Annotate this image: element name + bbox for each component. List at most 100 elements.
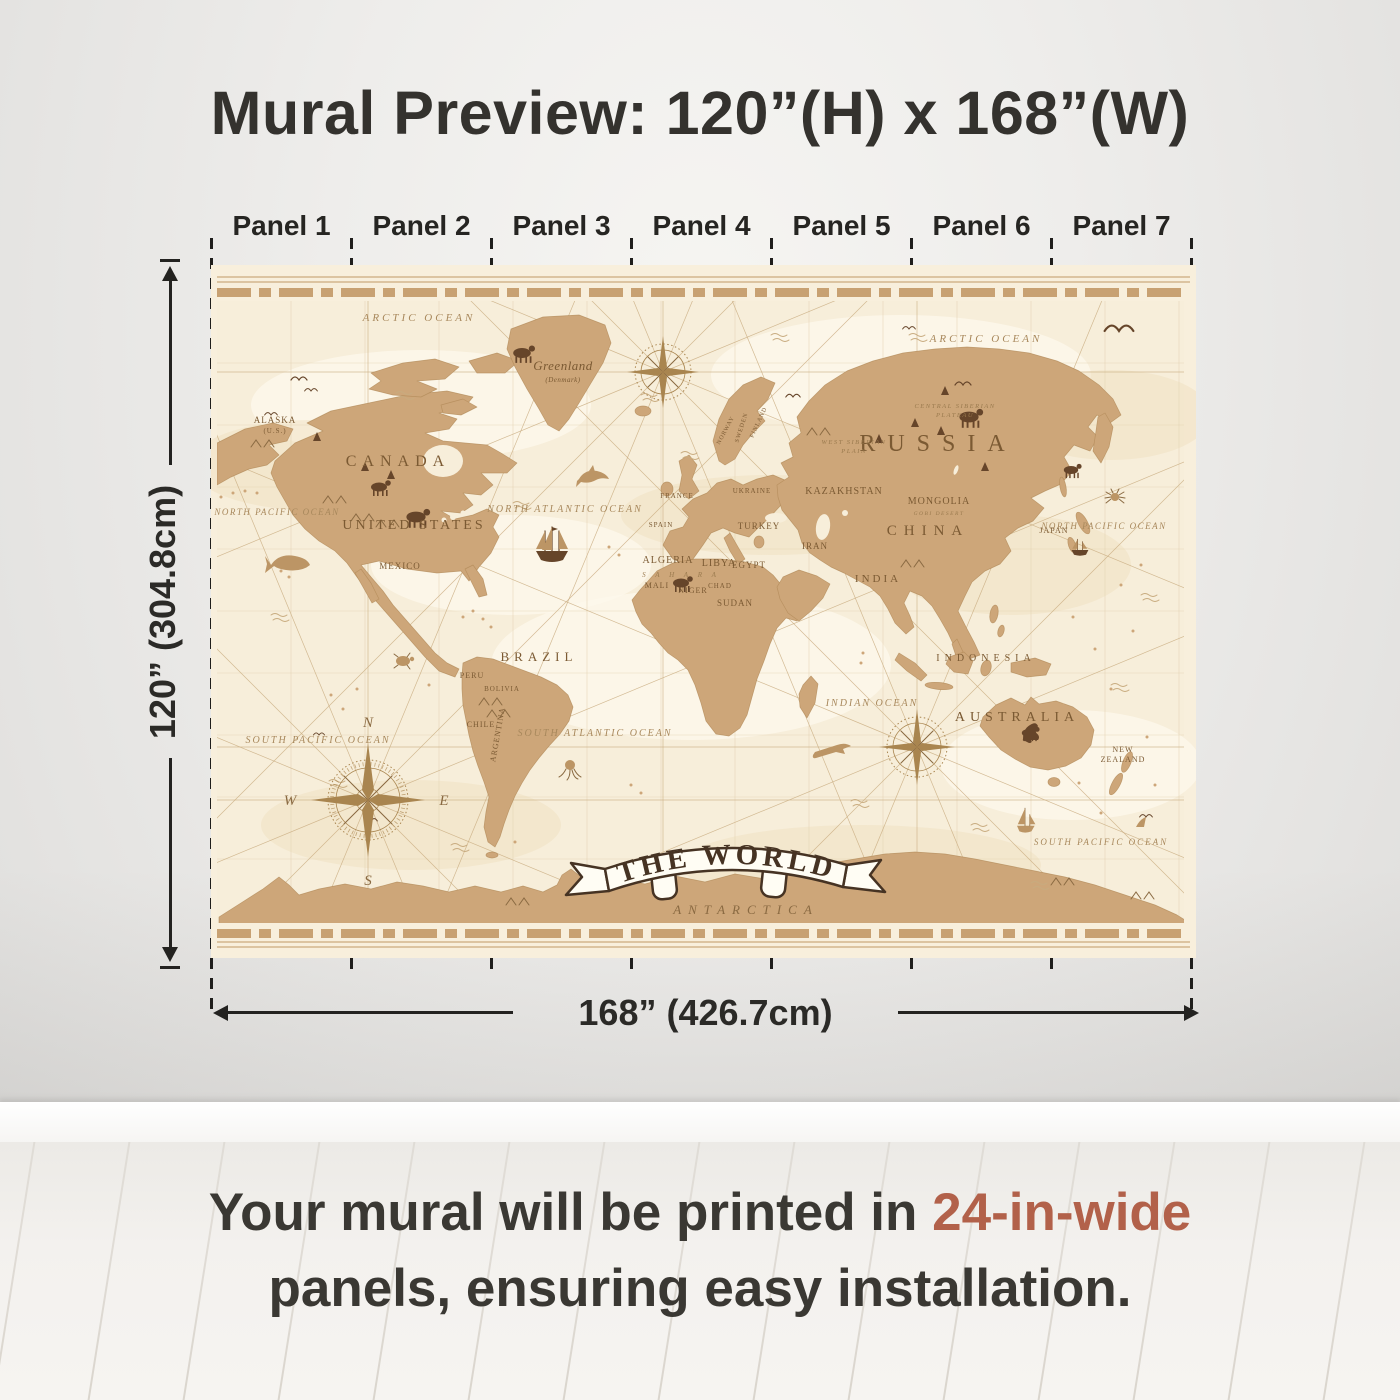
new-zealand <box>1121 751 1133 773</box>
sulawesi <box>980 659 992 677</box>
great-lakes <box>441 517 447 523</box>
south-america <box>461 656 574 848</box>
map-label: NORTH PACIFIC OCEAN <box>213 507 339 517</box>
map-label: W <box>284 793 298 809</box>
australia <box>979 696 1095 771</box>
java <box>924 681 954 691</box>
dim-line-upper <box>168 280 172 465</box>
africa <box>631 558 806 737</box>
arrow-down-icon <box>162 947 178 962</box>
great-lakes <box>460 510 466 516</box>
map-label: UNITED STATES <box>342 518 485 533</box>
continents <box>217 314 1184 923</box>
map-label: INDIA <box>855 573 901 585</box>
map-label: GOBI DESERT <box>914 511 965 517</box>
japan <box>1075 511 1091 535</box>
map-label: ANTARCTICA <box>672 902 819 917</box>
baja <box>354 568 380 604</box>
panel-label: Panel 2 <box>372 210 471 241</box>
new-guinea <box>1010 657 1052 678</box>
new-zealand <box>1109 772 1123 796</box>
antarctica <box>218 851 1184 923</box>
baseboard <box>0 1102 1400 1142</box>
map-label: ARCTIC OCEAN <box>362 312 476 324</box>
footer-line-1: Your mural will be printed in 24-in-wide <box>0 1182 1400 1243</box>
map-label: SOUTH PACIFIC OCEAN <box>1034 837 1168 847</box>
kamchatka <box>1092 412 1114 464</box>
map-label: Greenland <box>533 358 593 373</box>
map-label: ARCTIC OCEAN <box>929 333 1043 345</box>
florida <box>464 564 488 598</box>
arctic-islands <box>468 352 520 374</box>
asia <box>776 346 1122 660</box>
dim-cap-top <box>160 259 180 262</box>
map-label: MONGOLIA <box>908 496 970 507</box>
map-label: CENTRAL SIBERIAN <box>914 403 995 410</box>
map-label: AUSTRALIA <box>955 710 1079 725</box>
arctic-islands <box>440 398 478 416</box>
arctic-islands <box>368 358 460 398</box>
map-label: E <box>438 793 448 809</box>
tierra-del-fuego <box>485 851 499 859</box>
map-label: NORTH ATLANTIC OCEAN <box>486 504 643 515</box>
scandinavia <box>712 376 776 466</box>
black-sea <box>765 513 787 523</box>
map-label: NEW <box>1112 745 1133 754</box>
map-labels: ARCTIC OCEAN ARCTIC OCEAN NORTH PACIFIC OC… <box>213 312 1168 917</box>
map-label: CHILE <box>467 720 496 729</box>
dim-cap-bottom <box>160 966 180 969</box>
map-label: S A H A R A <box>642 571 720 579</box>
map-decorations <box>250 324 1160 906</box>
sumatra <box>894 652 928 682</box>
map-label: CHAD <box>708 582 732 590</box>
arrow-up-icon <box>162 266 178 281</box>
footer-line-2: panels, ensuring easy installation. <box>268 1259 1132 1318</box>
compass-rose-north <box>627 336 699 408</box>
map-label: (Denmark) <box>545 376 580 384</box>
map-label: FRANCE <box>660 492 694 500</box>
footer-text: Your mural will be printed in <box>208 1183 933 1242</box>
map-label: JAPAN <box>1039 526 1068 535</box>
map-label: MEXICO <box>379 561 421 571</box>
map-label: PERU <box>460 671 484 680</box>
panel-label: Panel 5 <box>792 210 891 241</box>
map-label: WEST SIBERIAN <box>821 439 886 446</box>
aral-sea <box>842 510 848 516</box>
caspian-sea <box>815 514 831 540</box>
europe <box>662 474 793 564</box>
map-label: (U.S.) <box>263 427 286 435</box>
madagascar <box>798 675 819 719</box>
map-label: NORTH PACIFIC OCEAN <box>1040 521 1166 531</box>
lake-baikal <box>953 465 959 475</box>
great-lakes <box>450 514 456 520</box>
map-label: SOUTH ATLANTIC OCEAN <box>517 728 672 739</box>
page-title: Mural Preview: 120”(H) x 168”(W) <box>210 79 1190 147</box>
ireland <box>660 481 674 497</box>
map-label: INDONESIA <box>936 653 1035 664</box>
map-label: BRAZIL <box>501 649 578 664</box>
greece <box>753 535 765 549</box>
greenland <box>506 314 612 432</box>
map-label: BOLIVIA <box>484 685 520 693</box>
map-label: CANADA <box>346 453 450 470</box>
sakhalin <box>1059 476 1067 498</box>
philippines <box>997 624 1005 638</box>
map-label: TURKEY <box>738 521 781 531</box>
footer-accent-text: 24-in-wide <box>932 1183 1192 1242</box>
height-dimension-label: 120” (304.8cm) <box>142 484 183 740</box>
dim-line-right <box>898 1011 1184 1014</box>
borneo <box>945 651 974 675</box>
map-label: EGYPT <box>732 560 766 570</box>
checkered-border <box>217 288 1181 938</box>
arrow-left-icon <box>213 1005 228 1021</box>
map-label: KAZAKHSTAN <box>805 486 883 497</box>
map-label: SUDAN <box>717 598 753 608</box>
iceland <box>634 405 652 417</box>
arrow-right-icon <box>1184 1005 1199 1021</box>
map-label: N <box>362 715 374 731</box>
panel-label: Panel 3 <box>512 210 611 241</box>
map-label: RUSSIA <box>859 431 1016 457</box>
alaska <box>217 422 294 486</box>
